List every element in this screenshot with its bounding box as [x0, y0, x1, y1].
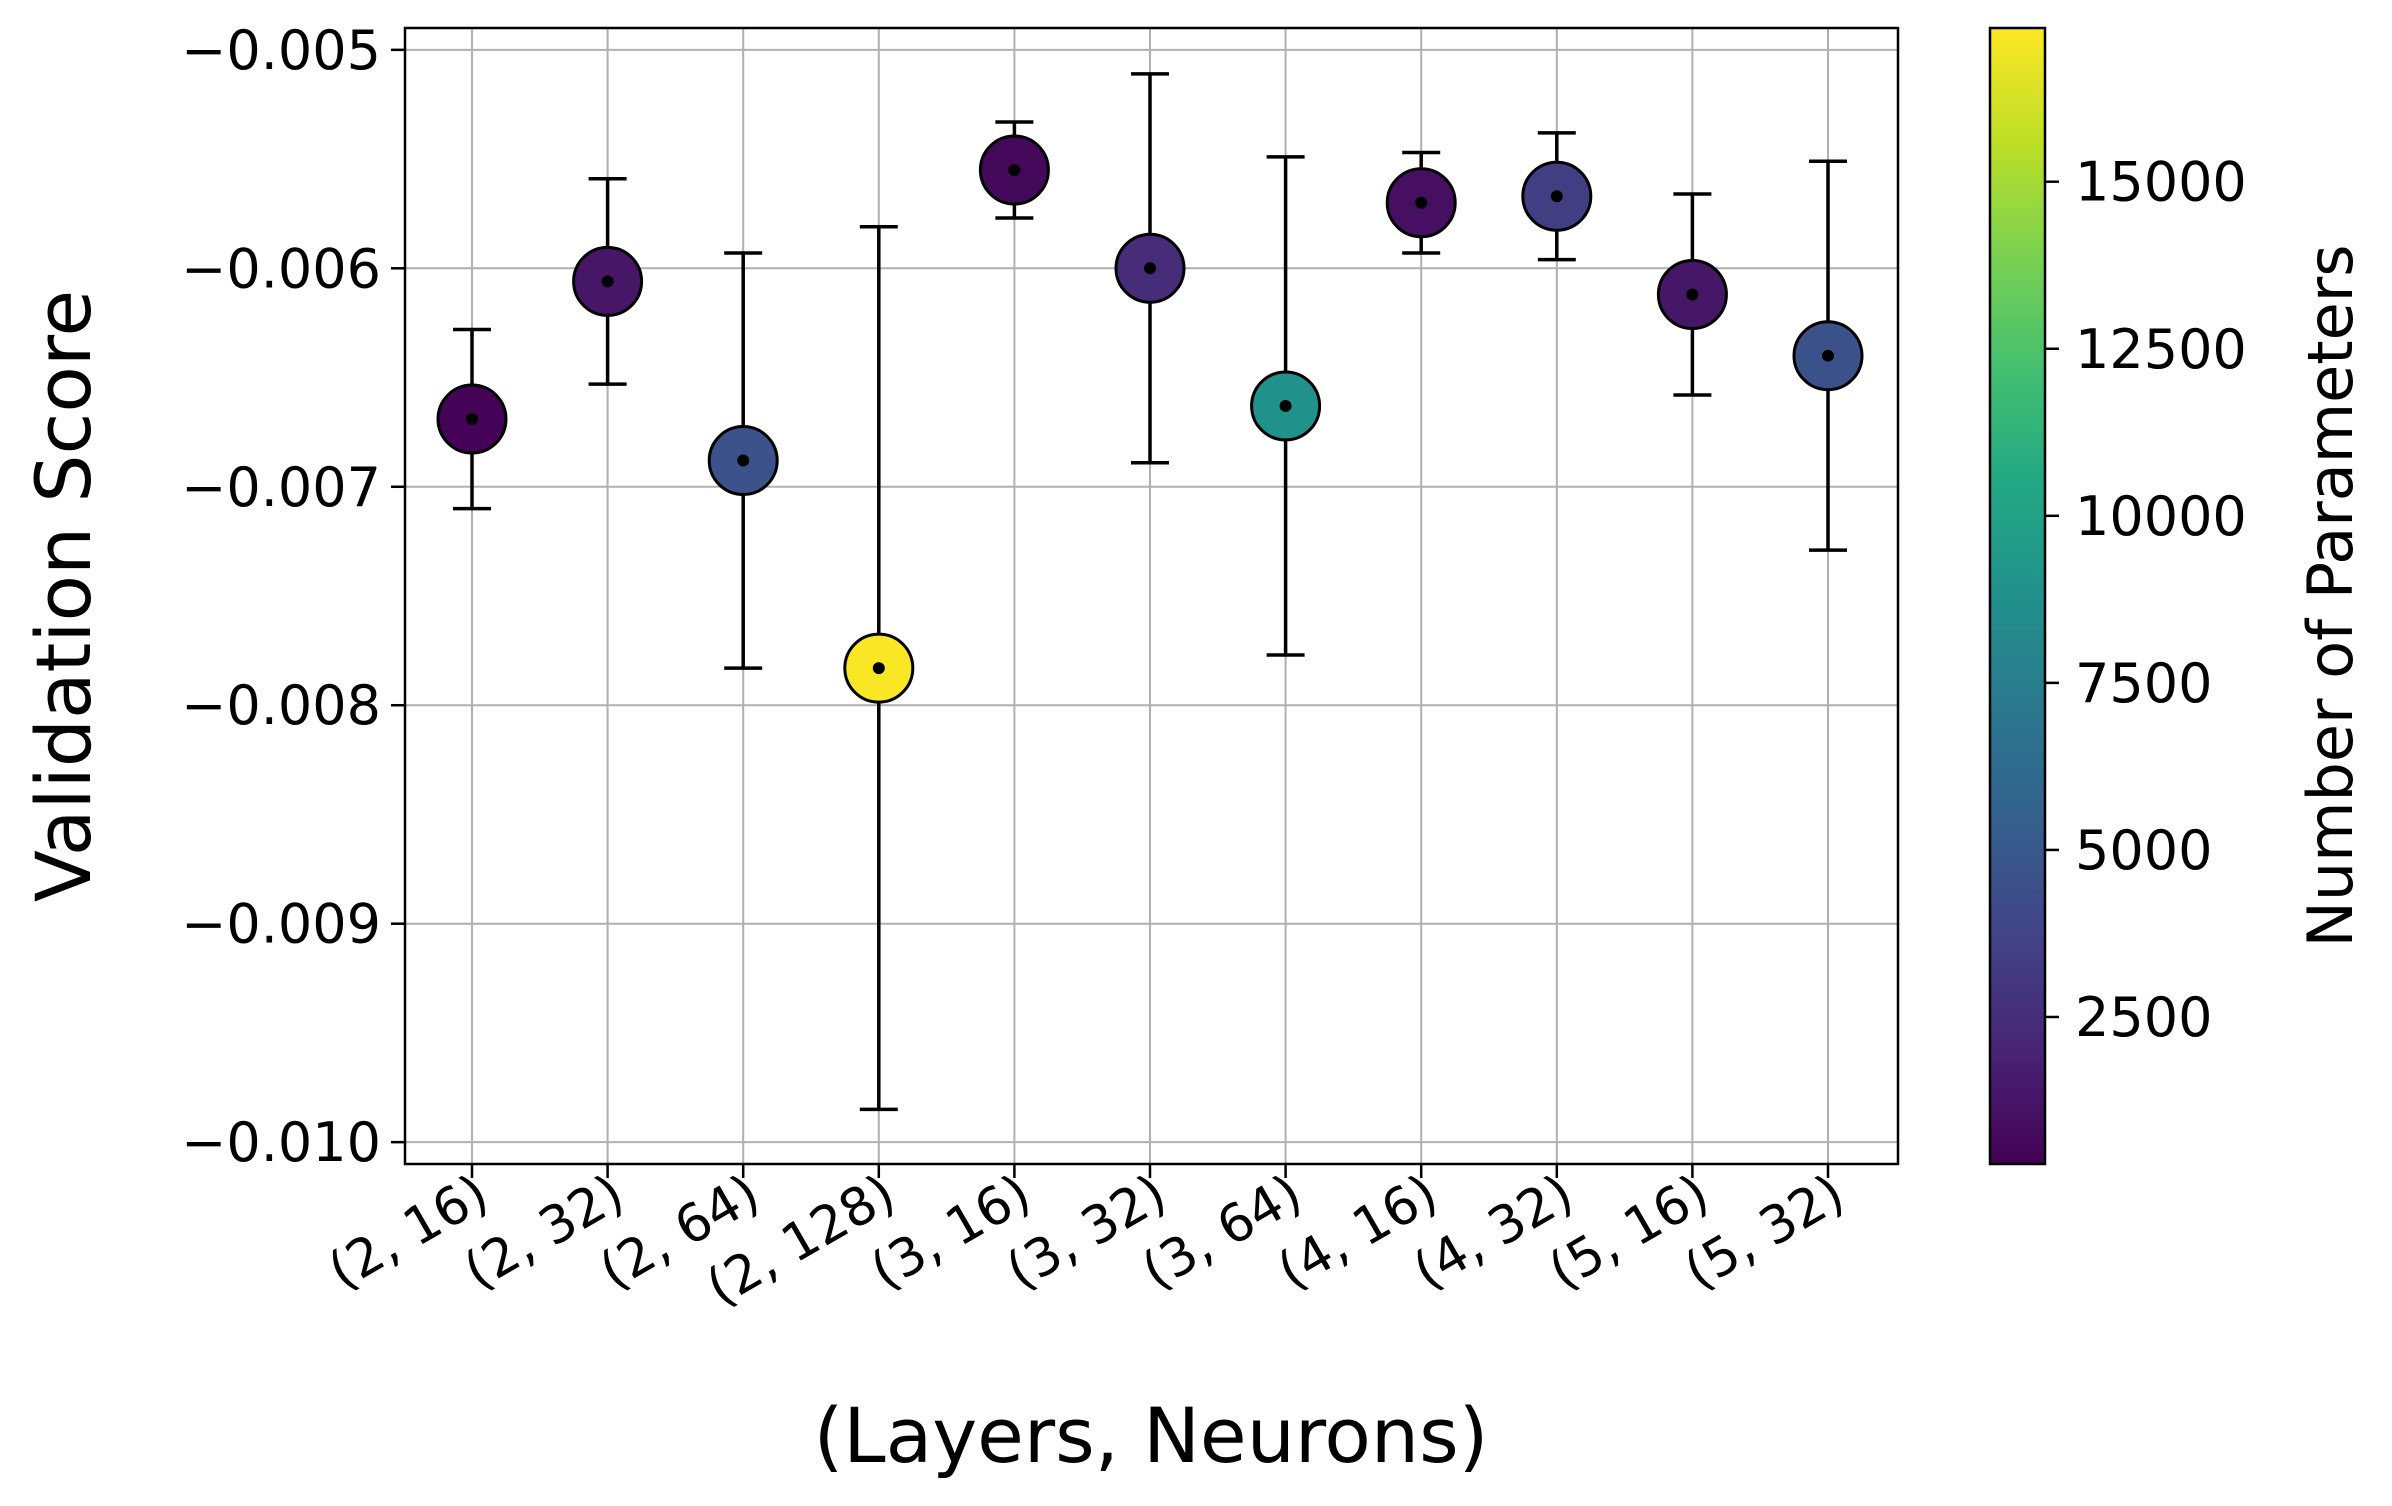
y-tick-label: −0.009 [181, 893, 381, 956]
data-point-center [872, 662, 885, 675]
x-axis-ticks: (2, 16)(2, 32)(2, 64)(2, 128)(3, 16)(3, … [319, 1163, 1855, 1318]
colorbar [1988, 26, 2047, 1166]
data-markers [436, 134, 1864, 704]
colorbar-tick-label: 2500 [2075, 986, 2212, 1049]
colorbar-tick-label: 7500 [2075, 652, 2212, 715]
y-tick-label: −0.008 [181, 674, 381, 737]
y-axis-label: Validation Score [19, 290, 108, 902]
data-point-center [601, 275, 614, 288]
data-point-center [1686, 288, 1699, 301]
y-axis-ticks: −0.005 −0.006 −0.007 −0.008 −0.009 −0.010 [181, 19, 405, 1174]
data-point-center [1279, 399, 1292, 412]
y-tick-label: −0.005 [181, 19, 381, 82]
colorbar-tick-label: 10000 [2075, 485, 2247, 548]
data-point-center [737, 454, 750, 467]
x-tick-label: (5, 32) [1675, 1163, 1855, 1301]
colorbar-tick-label: 15000 [2075, 151, 2247, 214]
y-tick-label: −0.010 [181, 1111, 381, 1174]
data-point-center [1008, 164, 1021, 176]
data-point-center [1144, 262, 1156, 275]
y-tick-label: −0.007 [181, 456, 381, 519]
colorbar-ticks: 2500 5000 7500 10000 12500 15000 [2045, 151, 2247, 1049]
data-point-center [466, 413, 478, 426]
data-point-center [1822, 349, 1834, 362]
data-point-center [1550, 190, 1563, 203]
colorbar-label: Number of Parameters [2294, 244, 2367, 947]
colorbar-tick-label: 5000 [2075, 819, 2212, 882]
x-axis-label: (Layers, Neurons) [814, 1391, 1489, 1480]
y-tick-label: −0.006 [181, 237, 381, 300]
colorbar-tick-label: 12500 [2075, 318, 2247, 381]
data-point-center [1415, 196, 1428, 209]
plot-area-frame [403, 26, 1900, 1166]
